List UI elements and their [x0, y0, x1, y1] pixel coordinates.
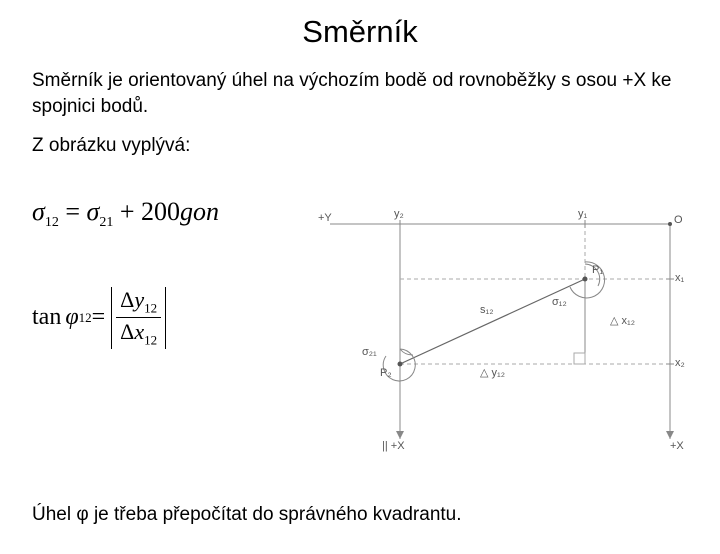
sub-12: 12 [45, 215, 59, 230]
sigma-symbol: σ [32, 197, 45, 226]
label-y1: y₁ [578, 208, 587, 220]
label-dy12: △ y₁₂ [480, 366, 505, 379]
delta: Δ [120, 319, 134, 344]
label-sigma21: σ₂₁ [362, 346, 377, 358]
abs-bars: Δy12 Δx12 [111, 287, 166, 349]
delta: Δ [120, 287, 134, 312]
phi-sub: 12 [79, 310, 92, 326]
label-plus-y: +Y [318, 212, 332, 224]
label-sigma12: σ₁₂ [552, 296, 567, 308]
label-s12: s₁₂ [480, 304, 493, 316]
unit-gon: gon [180, 197, 219, 226]
plus-200: + 200 [113, 197, 180, 226]
page-title: Směrník [0, 14, 720, 50]
sigma-symbol: σ [87, 197, 100, 226]
sub-21: 21 [99, 215, 113, 230]
formula-sigma: σ12 = σ21 + 200gon [32, 197, 219, 231]
var-y: y [134, 287, 144, 312]
sub: 12 [144, 333, 157, 348]
var-x: x [134, 319, 144, 344]
paragraph-definition: Směrník je orientovaný úhel na výchozím … [32, 68, 688, 119]
bearing-diagram: +Y y₂ y₁ O x₁ x₂ +X || +X P₁ P₂ s₁₂ σ₁₂ … [310, 204, 690, 464]
label-p1: P₁ [592, 264, 603, 276]
fraction: Δy12 Δx12 [116, 287, 161, 349]
label-x2: x₂ [675, 357, 685, 369]
formula-tan: tan φ12 = Δy12 Δx12 [32, 287, 166, 349]
equals: = [59, 197, 87, 226]
phi-symbol: φ [65, 304, 78, 331]
paragraph-lead: Z obrázku vyplývá: [32, 133, 688, 159]
paragraph-footer: Úhel φ je třeba přepočítat do správného … [32, 504, 688, 526]
label-dx12: △ x₁₂ [610, 314, 635, 327]
numerator: Δy12 [116, 287, 161, 318]
denominator: Δx12 [116, 318, 161, 348]
label-plus-x-right: +X [670, 440, 684, 452]
label-p2: P₂ [380, 367, 392, 379]
equals: = [92, 304, 106, 331]
label-origin: O [674, 214, 683, 226]
label-y2: y₂ [394, 208, 404, 220]
label-plus-x-down: || +X [382, 440, 405, 452]
sub: 12 [144, 300, 157, 315]
label-x1: x₁ [675, 272, 684, 284]
tan-label: tan [32, 304, 61, 331]
